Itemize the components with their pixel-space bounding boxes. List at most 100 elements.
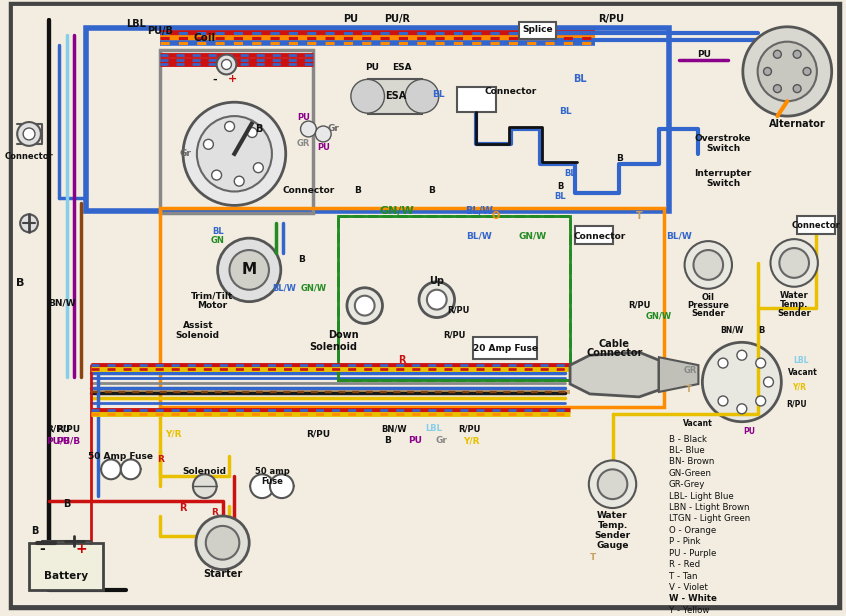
Text: Solenoid: Solenoid — [183, 467, 227, 476]
Circle shape — [737, 404, 747, 414]
Circle shape — [121, 460, 140, 479]
Text: B: B — [557, 182, 563, 191]
Circle shape — [764, 377, 773, 387]
Text: BN/W: BN/W — [720, 326, 744, 335]
Text: Y/R: Y/R — [792, 383, 806, 392]
Bar — [575, 226, 613, 244]
Text: BL: BL — [559, 107, 571, 116]
Text: BN/W: BN/W — [48, 298, 75, 307]
Text: B: B — [16, 278, 25, 288]
Text: GR-Grey: GR-Grey — [669, 480, 706, 489]
Bar — [797, 216, 835, 234]
Text: Gr: Gr — [436, 436, 448, 445]
Circle shape — [217, 55, 236, 75]
Text: Down: Down — [327, 330, 359, 341]
Circle shape — [183, 102, 286, 205]
Text: B: B — [758, 326, 765, 335]
Text: +: + — [228, 75, 237, 84]
Text: LBL: LBL — [426, 424, 442, 433]
Text: PU: PU — [343, 14, 359, 24]
Text: PU: PU — [697, 50, 711, 59]
Text: PU: PU — [744, 427, 755, 436]
Text: Y/R: Y/R — [165, 429, 181, 438]
Circle shape — [737, 351, 747, 360]
Circle shape — [206, 526, 239, 560]
Text: P - Pink: P - Pink — [669, 537, 700, 546]
Text: Sender: Sender — [595, 532, 630, 540]
Text: LTGN - Light Green: LTGN - Light Green — [669, 514, 750, 524]
Circle shape — [771, 239, 818, 287]
Text: T - Tan: T - Tan — [669, 572, 697, 580]
Text: BN- Brown: BN- Brown — [669, 458, 714, 466]
Text: Battery: Battery — [45, 570, 89, 580]
Circle shape — [347, 288, 382, 323]
Text: Y - Yellow: Y - Yellow — [669, 606, 709, 615]
Text: B: B — [298, 256, 305, 264]
Text: B: B — [428, 186, 436, 195]
Bar — [473, 338, 537, 359]
Text: BL/W: BL/W — [465, 206, 493, 216]
Circle shape — [764, 68, 772, 75]
Text: GN/W: GN/W — [645, 311, 672, 320]
Circle shape — [694, 250, 723, 280]
Text: Cable: Cable — [599, 339, 630, 349]
Text: O - Orange: O - Orange — [669, 526, 716, 535]
Circle shape — [758, 42, 817, 101]
Text: BL: BL — [573, 75, 587, 84]
Polygon shape — [570, 352, 659, 397]
Text: Water: Water — [780, 291, 809, 300]
Text: B: B — [255, 124, 263, 134]
Text: BL/W: BL/W — [466, 232, 492, 241]
Text: B: B — [616, 154, 623, 163]
Circle shape — [354, 296, 375, 315]
Text: Gr: Gr — [179, 149, 191, 158]
Text: LBL: LBL — [126, 19, 146, 29]
Polygon shape — [659, 357, 699, 392]
Text: BL/W: BL/W — [666, 232, 691, 241]
Circle shape — [250, 474, 274, 498]
Circle shape — [803, 68, 811, 75]
Text: LBL- Light Blue: LBL- Light Blue — [669, 492, 733, 501]
Bar — [519, 22, 556, 39]
Text: Alternator: Alternator — [769, 119, 826, 129]
Text: B: B — [384, 436, 391, 445]
Circle shape — [405, 79, 439, 113]
Circle shape — [589, 460, 636, 508]
Circle shape — [23, 128, 35, 140]
Text: Connector: Connector — [574, 232, 626, 241]
Text: LBL: LBL — [794, 355, 809, 365]
Text: ESA: ESA — [393, 63, 412, 72]
Text: O: O — [492, 211, 500, 221]
Text: R - Red: R - Red — [669, 560, 700, 569]
Text: W - White: W - White — [669, 594, 717, 603]
Text: R: R — [179, 503, 187, 513]
Circle shape — [247, 128, 257, 137]
Circle shape — [598, 469, 628, 499]
Text: 20 Amp Fuse: 20 Amp Fuse — [474, 344, 538, 353]
Text: PU: PU — [316, 144, 330, 152]
Text: Connector: Connector — [5, 152, 53, 161]
Text: Connector: Connector — [283, 186, 334, 195]
Text: Fuse: Fuse — [261, 477, 283, 486]
Text: PU: PU — [297, 113, 310, 121]
Text: Coil: Coil — [194, 33, 216, 43]
Bar — [161, 50, 313, 213]
Circle shape — [234, 176, 244, 186]
Circle shape — [20, 214, 38, 232]
Text: Motor: Motor — [196, 301, 227, 310]
Text: GN: GN — [211, 236, 224, 245]
Circle shape — [300, 121, 316, 137]
Text: R/PU: R/PU — [57, 424, 80, 433]
Bar — [338, 216, 570, 380]
Text: T: T — [590, 553, 596, 562]
Text: B: B — [31, 526, 39, 536]
Text: R/PU: R/PU — [448, 305, 470, 314]
Text: PU: PU — [408, 436, 422, 445]
Text: Y/R: Y/R — [463, 436, 480, 445]
Text: GN/W: GN/W — [300, 283, 327, 292]
Text: V - Violet: V - Violet — [669, 583, 707, 592]
Bar — [338, 216, 570, 380]
Text: GN/W: GN/W — [519, 232, 547, 241]
Text: BL- Blue: BL- Blue — [669, 446, 705, 455]
Text: Water: Water — [597, 511, 628, 521]
